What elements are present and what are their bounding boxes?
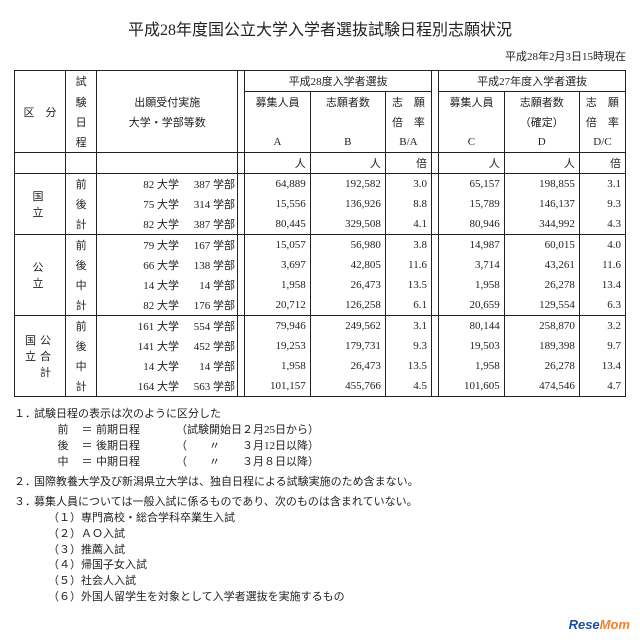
- note-3: 募集人員については一般入試に係るものであり、次のものは含まれていない。: [34, 495, 418, 511]
- logo: ReseMom: [569, 617, 630, 632]
- main-table: 区 分試平成28度入学者選抜平成27年度入学者選抜験出願受付実施募集人員志願者数…: [14, 70, 626, 397]
- note-2: 国際教養大学及び新潟県立大学は、独自日程による試験実施のため含まない。: [34, 475, 419, 491]
- as-of-date: 平成28年2月3日15時現在: [14, 48, 626, 64]
- page-title: 平成28年度国公立大学入学者選抜試験日程別志願状況: [14, 16, 626, 40]
- note-1: 試験日程の表示は次のように区分した: [34, 407, 221, 423]
- notes: １．試験日程の表示は次のように区分した 前＝前期日程（試験開始日２月25日から）…: [14, 407, 626, 606]
